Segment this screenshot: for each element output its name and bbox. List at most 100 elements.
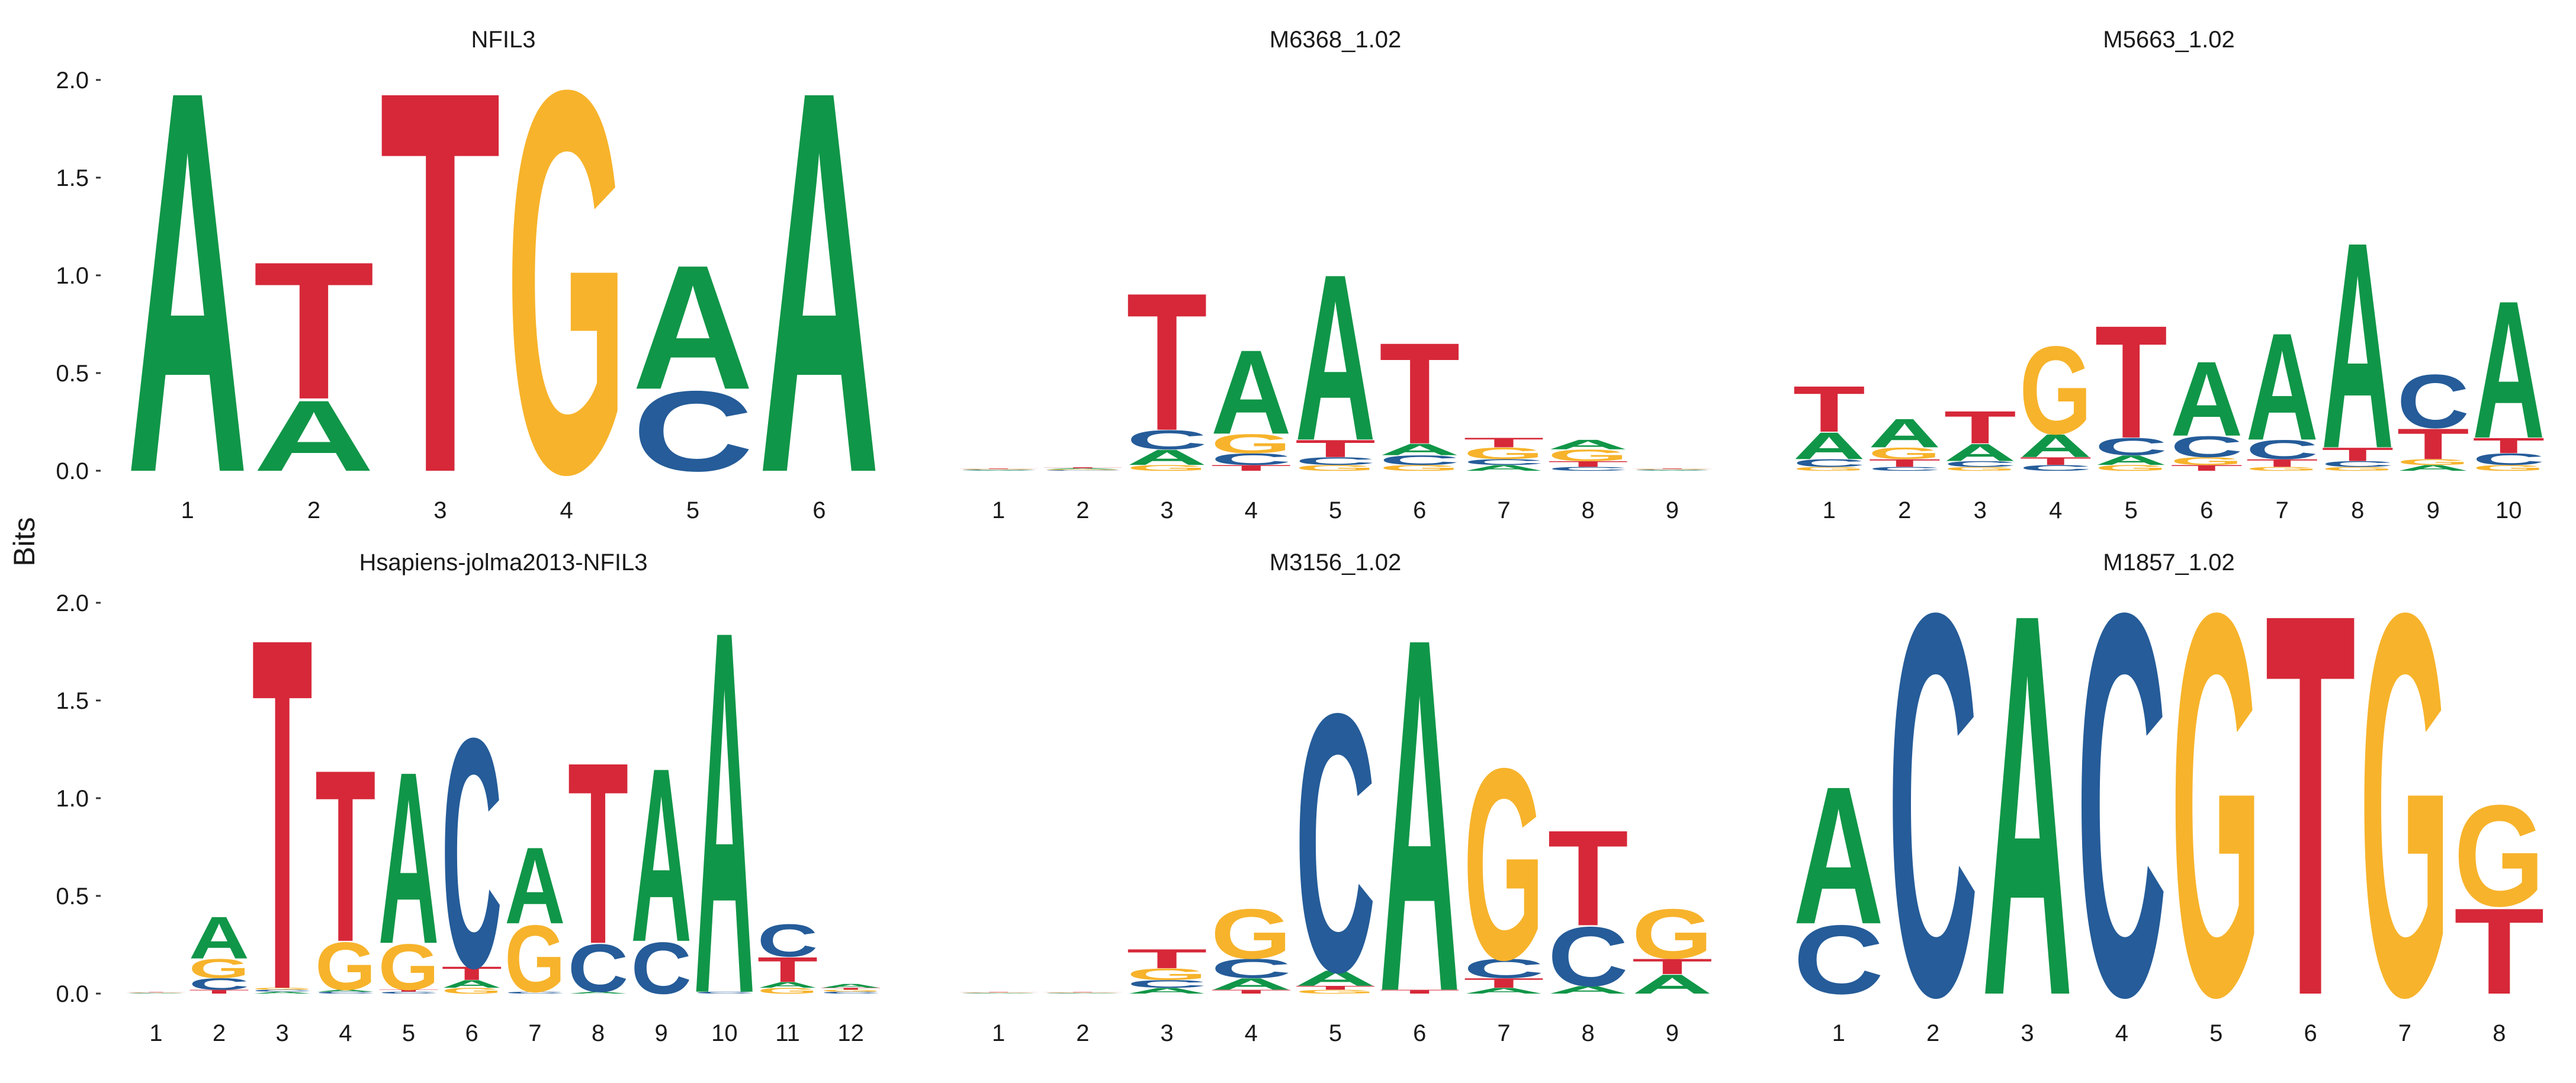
panel-title: M3156_1.02 xyxy=(1270,549,1401,576)
logo-panel-2: M6368_1.02ACGT1CGAT2GACT3TCGA4GCTA5GCAT6… xyxy=(958,27,1713,523)
logo-letter-G: G xyxy=(1632,894,1713,973)
logo-letter-T: T xyxy=(1868,457,1941,470)
logo-letter-G: G xyxy=(2170,455,2243,467)
logo-letter-T: T xyxy=(1463,435,1544,451)
logo-letter-A: A xyxy=(820,983,881,989)
logo-letter-G: G xyxy=(2359,500,2450,1083)
logo-letter-T: T xyxy=(1295,435,1376,462)
logo-letter-A: A xyxy=(759,0,880,587)
logo-letter-T: T xyxy=(1379,989,1460,995)
panel-title: M6368_1.02 xyxy=(1270,27,1401,53)
x-tick-label: 3 xyxy=(1974,497,1987,523)
x-tick-label: 4 xyxy=(2049,497,2062,523)
logo-letter-C: C xyxy=(1868,466,1941,472)
logo-letter-T: T xyxy=(1547,459,1629,468)
logo-letter-G: G xyxy=(2454,775,2545,936)
logo-letter-A: A xyxy=(2246,301,2318,472)
logo-letter-T: T xyxy=(1211,989,1292,995)
logo-letter-C: C xyxy=(126,993,186,994)
logo-letter-A: A xyxy=(958,993,1039,994)
logo-letter-T: T xyxy=(1295,985,1376,991)
x-tick-label: 1 xyxy=(992,1020,1005,1046)
logo-letter-A: A xyxy=(1379,533,1460,1083)
logo-letter-C: C xyxy=(2019,464,2092,473)
x-tick-label: 9 xyxy=(655,1020,668,1046)
x-tick-label: 2 xyxy=(307,497,320,523)
logo-letter-G: G xyxy=(1295,464,1376,473)
logo-letter-A: A xyxy=(1632,470,1713,471)
logo-letter-T: T xyxy=(2095,292,2167,472)
x-tick-label: 2 xyxy=(1898,497,1911,523)
logo-letter-A: A xyxy=(958,470,1039,471)
logo-letter-C: C xyxy=(1295,638,1376,1049)
x-tick-label: 5 xyxy=(402,1020,415,1046)
logo-letter-T: T xyxy=(315,719,375,994)
logo-letter-C: C xyxy=(1888,500,1978,1083)
logo-letter-C: C xyxy=(1793,905,1884,1015)
logo-letter-C: C xyxy=(315,991,375,994)
x-tick-label: 10 xyxy=(711,1020,738,1046)
x-tick-label: 6 xyxy=(812,497,826,523)
logo-letter-C: C xyxy=(1126,978,1207,990)
logo-letter-A: A xyxy=(1211,325,1292,459)
x-tick-label: 6 xyxy=(1413,497,1426,523)
x-tick-label: 6 xyxy=(2200,497,2213,523)
logo-letter-A: A xyxy=(126,993,186,994)
x-tick-label: 8 xyxy=(2351,497,2364,523)
logo-letter-C: C xyxy=(2170,430,2243,464)
logo-letter-C: C xyxy=(958,470,1039,471)
x-tick-label: 7 xyxy=(528,1020,541,1046)
logo-letter-G: G xyxy=(1632,469,1713,470)
logo-letter-T: T xyxy=(1126,944,1207,974)
y-tick-label: 2.0 xyxy=(56,590,89,616)
logo-letter-C: C xyxy=(1126,425,1207,455)
logo-letter-G: G xyxy=(1211,894,1292,973)
x-tick-label: 2 xyxy=(1076,1020,1089,1046)
x-tick-label: 5 xyxy=(2209,1020,2222,1046)
x-tick-label: 9 xyxy=(1666,497,1679,523)
x-tick-label: 1 xyxy=(1832,1020,1845,1046)
logo-letter-G: G xyxy=(1126,965,1207,984)
logo-letter-A: A xyxy=(1632,969,1713,1000)
x-tick-label: 3 xyxy=(2021,1020,2034,1046)
logo-letter-A: A xyxy=(1793,425,1865,467)
logo-letter-G: G xyxy=(252,987,312,990)
logo-letter-A: A xyxy=(127,0,248,587)
logo-letter-A: A xyxy=(189,904,249,972)
x-tick-label: 6 xyxy=(465,1020,478,1046)
logo-letter-A: A xyxy=(694,522,754,1083)
x-tick-label: 1 xyxy=(1823,497,1836,523)
logo-letter-T: T xyxy=(2246,457,2318,470)
y-tick-label: 1.0 xyxy=(56,786,89,812)
logo-letter-C: C xyxy=(958,993,1039,994)
x-tick-label: 12 xyxy=(837,1020,864,1046)
logo-letter-C: C xyxy=(694,991,754,994)
logo-letter-C: C xyxy=(1793,457,1865,470)
logo-letter-A: A xyxy=(2321,180,2394,510)
logo-letter-A: A xyxy=(1547,984,1629,996)
logo-letter-T: T xyxy=(1042,467,1123,469)
y-tick-label: 0.0 xyxy=(56,458,89,484)
logo-letter-T: T xyxy=(568,709,628,998)
x-tick-label: 10 xyxy=(2495,497,2522,523)
logo-letter-G: G xyxy=(1793,466,1865,472)
x-tick-label: 1 xyxy=(181,497,194,523)
y-tick-label: 1.5 xyxy=(56,165,89,191)
logo-letter-C: C xyxy=(441,670,502,1036)
logo-letter-T: T xyxy=(757,950,818,989)
logo-letter-T: T xyxy=(2321,444,2394,465)
logo-letter-C: C xyxy=(2472,450,2545,468)
x-tick-label: 4 xyxy=(1245,1020,1258,1046)
y-tick-label: 0.0 xyxy=(56,981,89,1007)
x-tick-label: 8 xyxy=(592,1020,605,1046)
logo-letter-A: A xyxy=(1042,468,1123,470)
logo-letter-A: A xyxy=(253,379,375,492)
logo-letter-G: G xyxy=(1944,466,2016,472)
y-axis-label: Bits xyxy=(8,517,41,566)
logo-letter-G: G xyxy=(315,928,375,1005)
logo-letter-T: T xyxy=(2265,501,2356,1083)
logo-letter-C: C xyxy=(1944,459,2016,468)
logo-letter-C: C xyxy=(1042,470,1123,471)
logo-letter-G: G xyxy=(2171,500,2262,1083)
